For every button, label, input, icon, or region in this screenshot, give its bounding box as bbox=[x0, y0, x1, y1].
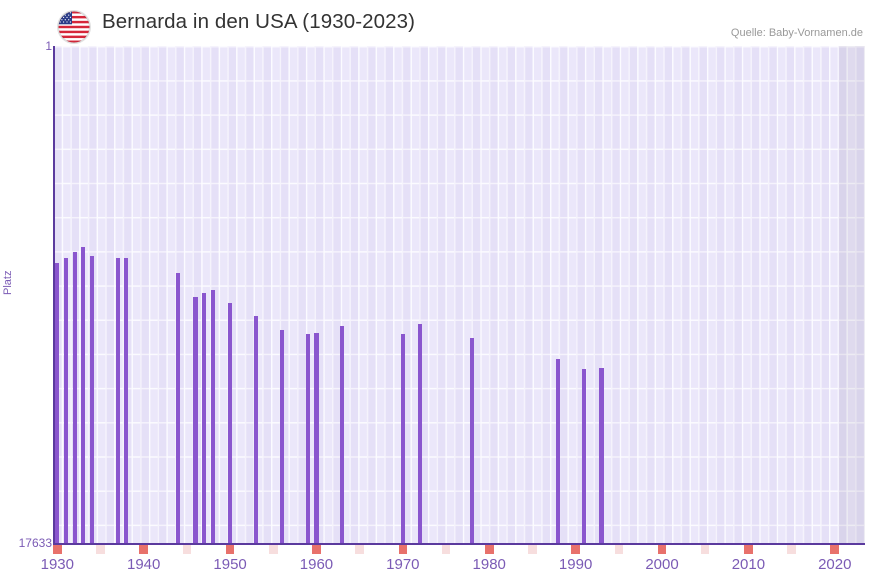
bar bbox=[228, 303, 233, 544]
x-tick-minor bbox=[268, 545, 278, 554]
y-axis-top-label: 1 bbox=[45, 39, 52, 53]
x-tick-major bbox=[484, 545, 494, 554]
x-axis-tick-label: 1970 bbox=[386, 556, 420, 573]
x-tick-major bbox=[571, 545, 580, 554]
us-flag-icon bbox=[58, 11, 90, 43]
bar bbox=[599, 367, 604, 544]
bar bbox=[400, 334, 405, 544]
bar bbox=[72, 252, 77, 544]
x-tick-minor bbox=[182, 545, 192, 554]
x-tick-minor bbox=[700, 545, 710, 554]
x-tick-minor bbox=[355, 545, 364, 554]
x-axis-tick-label: 2020 bbox=[818, 556, 852, 573]
bar bbox=[55, 263, 60, 544]
bar bbox=[253, 315, 259, 544]
plot-grid bbox=[53, 46, 865, 544]
x-tick-major bbox=[398, 545, 408, 554]
y-axis-line bbox=[53, 46, 55, 544]
shaded-recent-years-region bbox=[839, 46, 865, 544]
bar bbox=[81, 246, 86, 544]
x-tick-major bbox=[312, 545, 321, 554]
y-axis-title: Platz bbox=[2, 270, 14, 295]
x-tick-minor bbox=[787, 545, 796, 554]
bar bbox=[63, 257, 69, 544]
bar bbox=[582, 369, 587, 544]
x-axis-tick-label: 1930 bbox=[40, 556, 74, 573]
bar bbox=[210, 290, 215, 544]
bar bbox=[279, 329, 284, 544]
bar bbox=[340, 325, 345, 544]
x-axis-tick-label: 1990 bbox=[558, 556, 593, 573]
x-tick-major bbox=[53, 545, 62, 554]
x-tick-minor bbox=[614, 545, 624, 554]
bar bbox=[314, 332, 319, 544]
x-tick-major bbox=[657, 545, 667, 554]
x-axis-tick-label: 1980 bbox=[472, 556, 506, 573]
x-tick-major bbox=[744, 545, 753, 554]
chart-header: Bernarda in den USA (1930-2023) Quelle: … bbox=[0, 0, 873, 46]
page-title: Bernarda in den USA (1930-2023) bbox=[102, 10, 416, 33]
x-axis-labels: 1930 1940 1950 1960 1970 1980 1990 2000 2010 2020 bbox=[0, 556, 873, 580]
bar bbox=[89, 256, 94, 544]
x-axis-line bbox=[53, 543, 865, 545]
x-tick-major bbox=[830, 545, 840, 554]
x-axis-tick-label: 1960 bbox=[299, 556, 334, 573]
bar-series bbox=[53, 46, 865, 544]
x-tick-minor bbox=[528, 545, 537, 554]
bar bbox=[418, 324, 423, 544]
plot-area bbox=[53, 46, 865, 544]
x-tick-minor bbox=[441, 545, 451, 554]
x-tick-major bbox=[225, 545, 235, 554]
bar bbox=[193, 297, 198, 544]
bar bbox=[115, 257, 120, 544]
x-tick-major bbox=[139, 545, 148, 554]
bar bbox=[202, 293, 207, 544]
bar bbox=[469, 338, 475, 544]
x-axis-tick-label: 2000 bbox=[645, 556, 679, 573]
x-axis-tick-label: 1940 bbox=[127, 556, 161, 573]
source-attribution: Quelle: Baby-Vornamen.de bbox=[730, 27, 863, 39]
x-tick-minor bbox=[96, 545, 105, 554]
x-axis-tick-marks bbox=[53, 545, 865, 554]
x-axis-tick-label: 2010 bbox=[731, 556, 766, 573]
y-axis-bottom-label: 17633 bbox=[18, 536, 52, 550]
bar bbox=[305, 334, 310, 544]
bar bbox=[124, 257, 129, 544]
plot-grid-columns bbox=[53, 46, 865, 544]
x-axis-tick-label: 1950 bbox=[213, 556, 247, 573]
bar bbox=[556, 359, 561, 544]
bar bbox=[176, 273, 181, 544]
